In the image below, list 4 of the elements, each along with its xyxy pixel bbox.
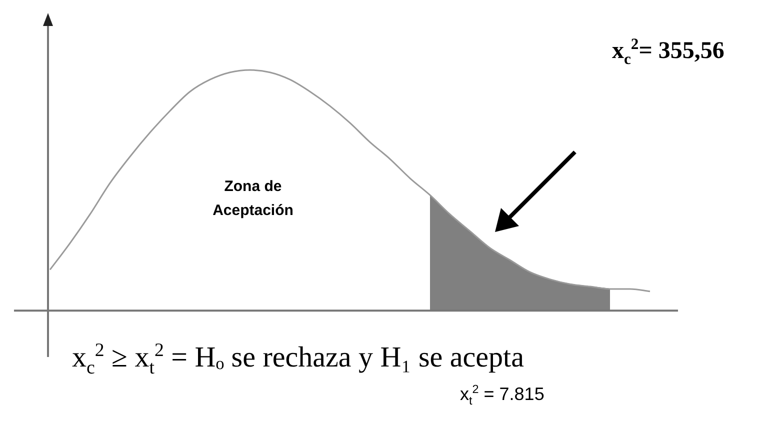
text: x$_{c}$$^{2}$= 355,56 bbox=[612, 36, 724, 69]
text: x$_{c}$$^{2}$ ≥ x$_{t}$$^{2}$ = Hₒ se rechaza y H₁ se acepta bbox=[72, 340, 524, 380]
annotation: Zona de Aceptación bbox=[212, 177, 294, 221]
text: x$_{t}$$^{2}$ = 7.815 bbox=[460, 383, 544, 408]
